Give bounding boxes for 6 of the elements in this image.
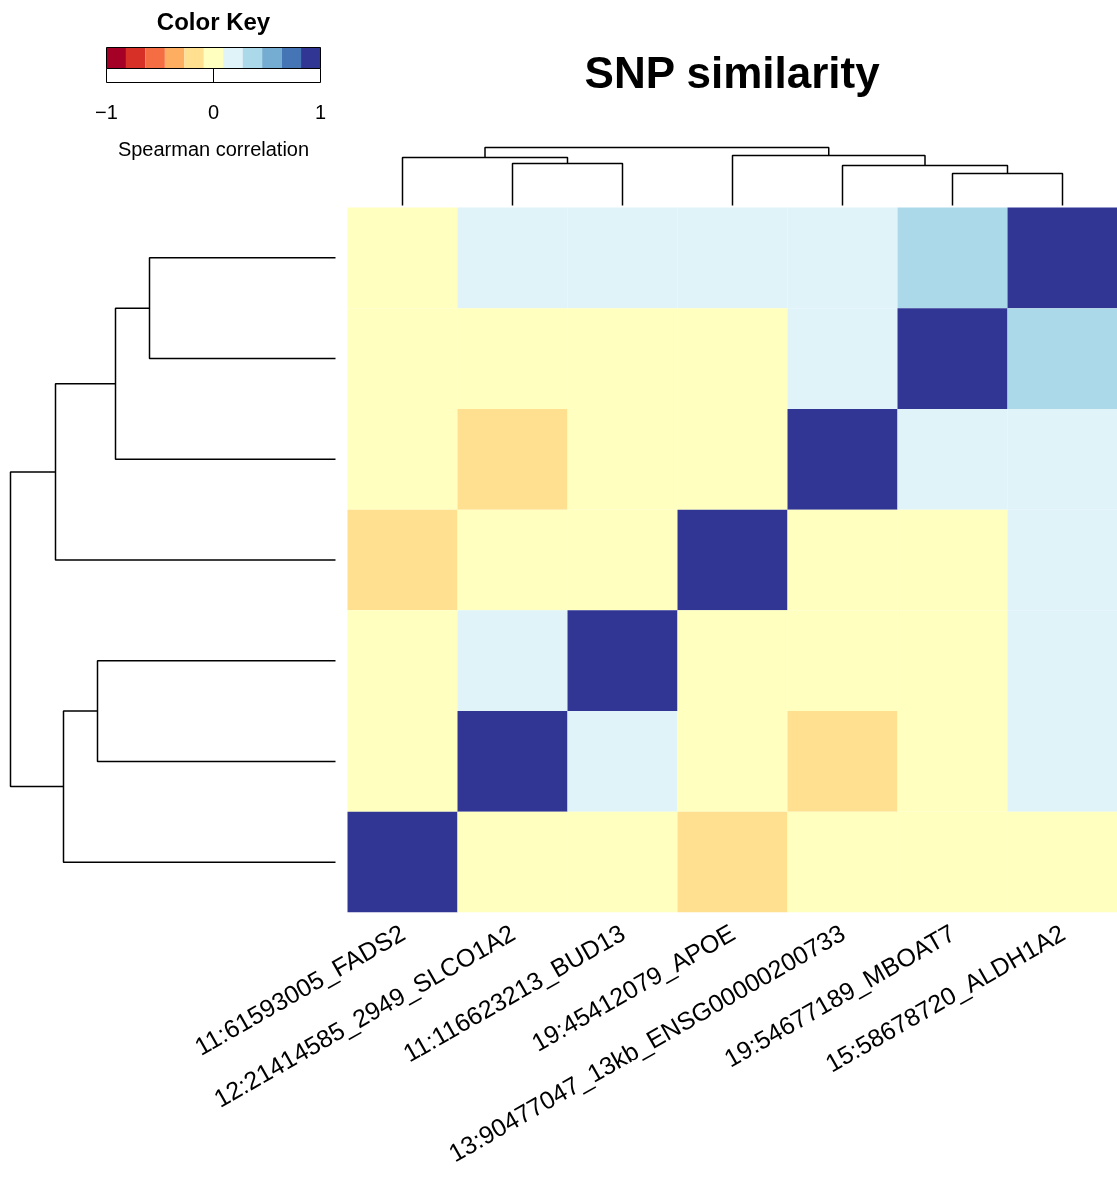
color-bar-title: Spearman correlation: [117, 137, 310, 160]
color-bar-label: 0: [207, 100, 220, 123]
color-bar-label: −1: [95, 100, 118, 123]
legend-title: Color Key: [156, 8, 271, 35]
color-bar-label: 1: [314, 100, 327, 123]
chart-title: SNP similarity: [584, 48, 881, 97]
